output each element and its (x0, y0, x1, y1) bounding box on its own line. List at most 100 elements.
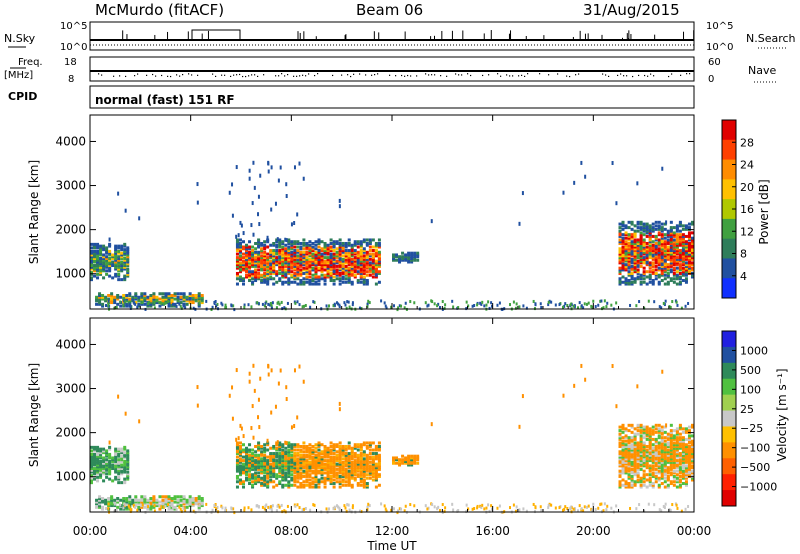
power-cell (642, 257, 646, 261)
velocity-cell (639, 452, 643, 456)
velocity-cell (317, 460, 321, 464)
power-cell (669, 227, 673, 231)
velocity-cell (257, 466, 261, 470)
power-cell (143, 299, 147, 303)
velocity-cell (296, 473, 300, 477)
power-cell (251, 257, 255, 261)
power-cell (126, 248, 130, 252)
velocity-cell (350, 467, 354, 471)
velocity-cell (647, 502, 650, 506)
velocity-cell (242, 459, 246, 463)
velocity-cell (278, 441, 282, 445)
velocity-cell (642, 476, 646, 480)
velocity-cell (621, 423, 625, 427)
velocity-cell (636, 480, 640, 484)
velocity-cell (350, 450, 354, 454)
velocity-cell (287, 455, 291, 459)
velocity-cell (126, 470, 130, 474)
power-cell (245, 264, 249, 268)
velocity-cell (660, 476, 664, 480)
velocity-cell (657, 450, 661, 454)
velocity-cell (353, 460, 357, 464)
power-cell (374, 254, 378, 258)
velocity-cell (430, 422, 433, 427)
velocity-cell (636, 425, 640, 429)
power-cell (243, 303, 246, 307)
velocity-cell (126, 461, 130, 465)
power-cell (365, 254, 369, 258)
velocity-cell (194, 497, 198, 501)
power-cell (280, 300, 283, 304)
velocity-cell (338, 444, 342, 448)
power-cell (134, 301, 138, 305)
power-cell (329, 273, 333, 277)
power-cell (245, 252, 249, 256)
power-cell (117, 262, 121, 266)
velocity-cell (269, 474, 273, 478)
power-cell (164, 294, 168, 298)
nave-point (332, 74, 334, 77)
velocity-cell (235, 474, 239, 478)
velocity-cell (648, 441, 652, 445)
velocity-cell (93, 477, 97, 481)
power-cell (284, 237, 287, 242)
power-cell (636, 222, 640, 226)
power-cell (302, 263, 306, 267)
power-cell (666, 247, 670, 251)
power-cell (356, 241, 360, 245)
power-cell (648, 231, 652, 235)
power-cell (353, 270, 357, 274)
velocity-cell (374, 471, 378, 475)
power-cell (152, 294, 156, 298)
velocity-cell (284, 478, 288, 482)
power-cell (669, 254, 673, 258)
power-cell (648, 250, 652, 254)
power-cell (128, 297, 132, 301)
power-cell (690, 254, 694, 258)
power-cell (269, 263, 273, 267)
power-cell (678, 236, 682, 240)
velocity-cell (254, 471, 258, 475)
velocity-cell (182, 500, 186, 504)
power-cell (651, 256, 655, 260)
power-cell (669, 247, 673, 251)
velocity-cell (200, 500, 204, 504)
velocity-cell (666, 432, 670, 436)
velocity-cell (105, 458, 109, 462)
power-cell (179, 304, 182, 308)
velocity-cell (618, 429, 622, 433)
velocity-cell (311, 452, 315, 456)
power-colorbar-label: 8 (740, 248, 747, 261)
power-cell (317, 238, 321, 242)
velocity-cell (317, 457, 321, 461)
velocity-cell (675, 437, 679, 441)
velocity-cell (98, 498, 102, 502)
velocity-cell (170, 507, 174, 511)
power-cell (235, 256, 239, 260)
power-cell (302, 254, 306, 258)
power-cell (341, 257, 345, 261)
power-cell (254, 273, 258, 277)
velocity-cell (371, 462, 375, 466)
velocity-cell (302, 444, 306, 448)
power-cell (281, 245, 285, 249)
power-cell (636, 243, 640, 247)
velocity-cell (329, 482, 333, 486)
velocity-cell (197, 497, 201, 501)
velocity-cell (684, 474, 688, 478)
velocity-cell (170, 498, 174, 502)
power-cell (161, 301, 165, 305)
power-cell (284, 247, 288, 251)
power-cell (338, 268, 342, 272)
velocity-cell (359, 462, 363, 466)
velocity-cell (281, 453, 285, 457)
power-cell (287, 279, 291, 283)
velocity-cell (645, 432, 649, 436)
power-cell (272, 250, 276, 254)
power-cell (669, 305, 672, 309)
velocity-cell (90, 475, 93, 479)
velocity-cell (269, 473, 273, 477)
velocity-cell (362, 480, 366, 484)
power-cell (661, 166, 664, 171)
velocity-cell (305, 466, 309, 470)
